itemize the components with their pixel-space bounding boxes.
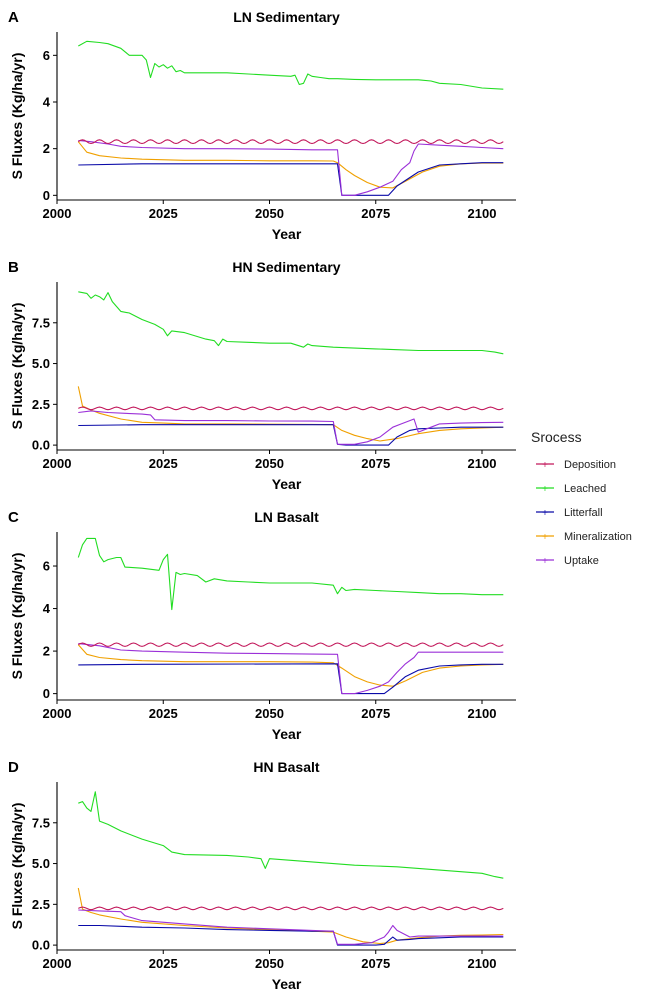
series-line-leached	[78, 791, 504, 879]
y-axis-title: S Fluxes (Kg/ha/yr)	[9, 553, 25, 680]
x-tick-label: 2025	[149, 956, 178, 971]
x-axis-title: Year	[272, 726, 302, 742]
legend-item-litterfall: + Litterfall	[536, 507, 603, 519]
series-line-litterfall	[78, 663, 504, 695]
legend-swatch-mark: +	[542, 460, 549, 469]
legend-label: Deposition	[564, 459, 616, 471]
series-line-leached	[78, 291, 504, 355]
panel-c: C LN Basalt 0 2 4 6 2000 2025 2050 2075 2100 Year S …	[8, 509, 516, 742]
series-line-leached	[77, 537, 504, 611]
series-line-mineralization	[77, 141, 504, 189]
x-tick-label: 2050	[255, 206, 284, 221]
x-tick-label: 2100	[468, 956, 497, 971]
series-line-uptake	[78, 139, 504, 196]
x-tick-label: 2025	[149, 706, 178, 721]
series-line-leached	[78, 40, 504, 90]
y-axis-title: S Fluxes (Kg/ha/yr)	[9, 303, 25, 430]
panel-b: B HN Sedimentary 0.0 2.5 5.0 7.5 2000 2025 2050 2…	[8, 259, 516, 492]
y-tick-label: 2.5	[32, 897, 50, 912]
panel-letter: D	[8, 759, 19, 776]
series-line-uptake	[78, 909, 504, 945]
x-axis-title: Year	[272, 476, 302, 492]
legend-item-deposition: + Deposition	[536, 459, 616, 471]
legend-swatch-mark: +	[542, 556, 549, 565]
x-tick-label: 2075	[361, 956, 390, 971]
y-tick-label: 2	[43, 141, 50, 156]
x-tick-label: 2050	[255, 706, 284, 721]
x-tick-label: 2000	[43, 956, 72, 971]
x-tick-label: 2100	[468, 206, 497, 221]
x-tick-label: 2050	[255, 956, 284, 971]
series-line-litterfall	[78, 162, 504, 196]
x-tick-label: 2050	[255, 456, 284, 471]
panel-title: LN Basalt	[254, 509, 319, 525]
x-axis-title: Year	[272, 976, 302, 992]
x-tick-label: 2000	[43, 456, 72, 471]
panel-a: A LN Sedimentary 0 2 4 6 2000 2025 2050 2075 2100 Y…	[8, 9, 516, 242]
y-tick-label: 5.0	[32, 356, 50, 371]
series-line-mineralization	[77, 644, 504, 687]
y-tick-label: 5.0	[32, 856, 50, 871]
series-line-deposition	[78, 642, 504, 647]
x-tick-label: 2100	[468, 456, 497, 471]
series-line-litterfall	[78, 924, 504, 946]
y-tick-label: 4	[43, 95, 51, 110]
panel-title: HN Sedimentary	[232, 259, 340, 275]
x-tick-label: 2025	[149, 456, 178, 471]
legend-label: Litterfall	[564, 507, 603, 519]
y-tick-label: 2.5	[32, 397, 50, 412]
y-axis-title: S Fluxes (Kg/ha/yr)	[9, 803, 25, 930]
legend-item-leached: + Leached	[536, 483, 606, 495]
x-tick-label: 2075	[361, 456, 390, 471]
series-line-deposition	[78, 406, 504, 411]
y-tick-label: 0	[43, 686, 50, 701]
x-tick-label: 2100	[468, 706, 497, 721]
legend-swatch-mark: +	[542, 532, 549, 541]
x-tick-label: 2000	[43, 706, 72, 721]
x-tick-label: 2025	[149, 206, 178, 221]
x-tick-label: 2075	[361, 706, 390, 721]
legend-item-mineralization: + Mineralization	[536, 531, 632, 543]
panel-letter: B	[8, 259, 19, 276]
x-tick-label: 2000	[43, 206, 72, 221]
legend-title: Srocess	[531, 429, 582, 445]
legend-label: Uptake	[564, 555, 599, 567]
y-tick-label: 6	[43, 48, 50, 63]
series-line-mineralization	[77, 887, 504, 945]
legend-item-uptake: + Uptake	[536, 555, 599, 567]
x-axis-title: Year	[272, 226, 302, 242]
y-tick-label: 0	[43, 188, 50, 203]
y-tick-label: 6	[43, 559, 50, 574]
y-tick-label: 0.0	[32, 438, 50, 453]
y-tick-label: 7.5	[32, 315, 50, 330]
y-tick-label: 0.0	[32, 938, 50, 953]
y-axis-title: S Fluxes (Kg/ha/yr)	[9, 53, 25, 180]
panel-letter: C	[8, 509, 19, 526]
series-line-deposition	[77, 139, 504, 145]
legend: Srocess + Deposition + Leached + Litterfall + Mi…	[531, 429, 632, 567]
series-line-uptake	[78, 410, 504, 445]
legend-label: Leached	[564, 483, 606, 495]
legend-swatch-mark: +	[542, 508, 549, 517]
y-tick-label: 2	[43, 644, 50, 659]
series-line-uptake	[78, 643, 504, 695]
panel-title: LN Sedimentary	[233, 9, 340, 25]
y-tick-label: 4	[43, 601, 51, 616]
panel-title: HN Basalt	[253, 759, 319, 775]
x-tick-label: 2075	[361, 206, 390, 221]
series-line-litterfall	[78, 424, 504, 446]
series-line-deposition	[78, 906, 504, 911]
y-tick-label: 7.5	[32, 815, 50, 830]
legend-label: Mineralization	[564, 531, 632, 543]
panel-letter: A	[8, 9, 19, 26]
panel-d: D HN Basalt 0.0 2.5 5.0 7.5 2000 2025 2050 2075 21…	[8, 759, 516, 992]
legend-swatch-mark: +	[542, 484, 549, 493]
